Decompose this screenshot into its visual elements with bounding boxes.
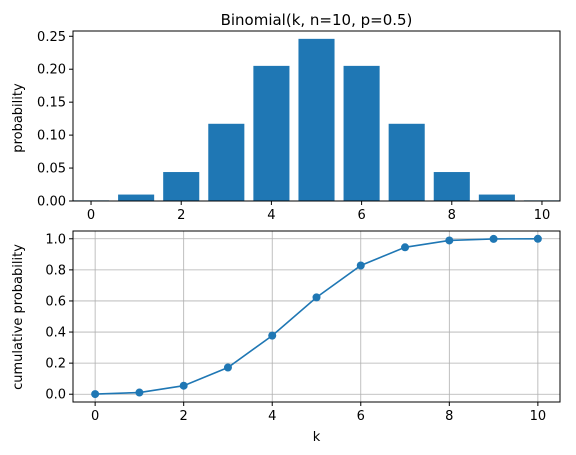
x-tick-label: 2 — [180, 409, 188, 424]
x-tick-label: 6 — [357, 208, 365, 223]
grid — [73, 231, 560, 402]
axes-frame — [72, 230, 561, 403]
x-tick-label: 4 — [267, 208, 275, 223]
pmf-bar-chart: Binomial(k, n=10, p=0.5) probability 0 2 4… — [11, 11, 561, 223]
y-tick-label: 0.6 — [45, 294, 66, 309]
y-tick-label: 0.0 — [45, 388, 66, 403]
bar-k-7 — [388, 123, 425, 201]
y-tick-label: 0.8 — [45, 263, 66, 278]
bar-k-6 — [343, 65, 380, 201]
point-k-5 — [312, 293, 321, 302]
bar-k-2 — [163, 172, 200, 201]
x-tick-label: 6 — [357, 409, 365, 424]
point-k-8 — [445, 236, 454, 245]
y-tick-label: 0.2 — [45, 357, 66, 372]
point-k-9 — [489, 234, 498, 243]
bar-k-9 — [478, 194, 515, 201]
x-axis-label: k — [313, 430, 321, 445]
x-tick-label: 8 — [448, 208, 456, 223]
point-k-0 — [91, 390, 100, 399]
x-tick-label: 8 — [445, 409, 453, 424]
y-tick-label: 0.15 — [37, 96, 66, 111]
point-k-3 — [223, 363, 232, 372]
bar-k-5 — [298, 38, 335, 202]
y-axis-label: probability — [11, 83, 26, 153]
y-tick-label: 0.20 — [37, 63, 66, 78]
x-tick-label: 0 — [87, 208, 95, 223]
y-tick-label: 0.05 — [37, 162, 66, 177]
bar-k-8 — [433, 172, 470, 201]
point-k-2 — [179, 381, 188, 390]
chart-title: Binomial(k, n=10, p=0.5) — [221, 11, 413, 29]
point-k-4 — [268, 331, 277, 340]
x-tick-label: 4 — [268, 409, 276, 424]
y-tick-label: 0.25 — [37, 30, 66, 45]
y-tick-label: 0.4 — [45, 326, 66, 341]
bar-k-3 — [208, 123, 245, 201]
point-k-10 — [533, 234, 542, 243]
axes-frame — [72, 30, 561, 202]
x-tick-label: 0 — [91, 409, 99, 424]
point-k-7 — [401, 243, 410, 252]
y-axis-label: cumulative probability — [11, 244, 26, 390]
point-k-6 — [356, 261, 365, 270]
cdf-line — [95, 237, 538, 395]
point-k-1 — [135, 388, 144, 397]
y-tick-label: 1.0 — [45, 232, 66, 247]
cdf-line-chart: k cumulative probability 0 2 4 6 8 10 0.0 0.2 0.… — [11, 230, 561, 445]
bar-k-4 — [253, 65, 290, 201]
y-tick-label: 0.00 — [37, 195, 66, 210]
x-tick-label: 2 — [177, 208, 185, 223]
x-tick-label: 10 — [534, 208, 551, 223]
y-tick-label: 0.10 — [37, 129, 66, 144]
bar-k-1 — [118, 194, 155, 201]
x-tick-label: 10 — [530, 409, 547, 424]
